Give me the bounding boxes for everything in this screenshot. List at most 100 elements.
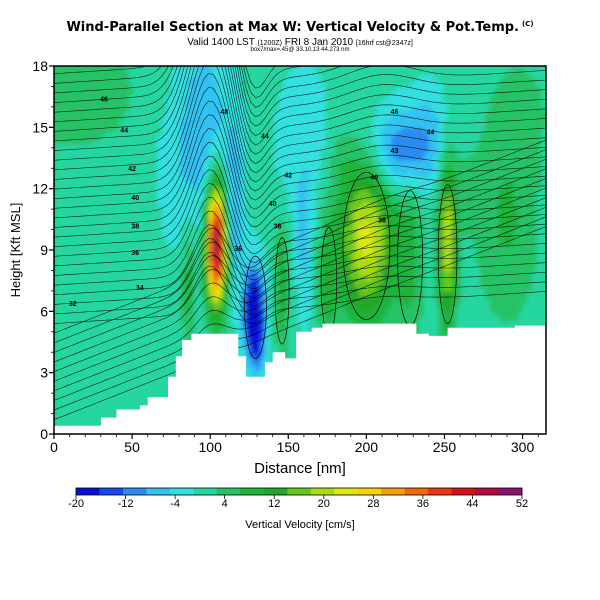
velocity-cell [203, 188, 210, 194]
velocity-cell [278, 290, 285, 296]
velocity-cell [58, 307, 65, 313]
velocity-cell [124, 364, 130, 370]
velocity-cell [274, 172, 280, 178]
velocity-cell [100, 221, 107, 227]
velocity-cell [96, 307, 102, 313]
velocity-cell [194, 188, 201, 194]
velocity-cell [278, 217, 285, 223]
velocity-cell [189, 200, 196, 206]
velocity-cell [82, 360, 88, 366]
velocity-cell [218, 147, 224, 153]
velocity-cell [119, 168, 126, 174]
velocity-cell [124, 58, 130, 63]
velocity-cell [255, 184, 261, 190]
velocity-cell [105, 372, 111, 378]
velocity-cell [269, 131, 275, 137]
velocity-cell [114, 184, 121, 190]
velocity-cell [209, 58, 215, 63]
velocity-cell [213, 123, 219, 129]
velocity-cell [161, 384, 168, 390]
velocity-cell [72, 225, 79, 231]
velocity-cell [157, 205, 163, 210]
velocity-cell [72, 245, 79, 251]
velocity-cell [264, 254, 271, 259]
velocity-cell [255, 225, 261, 231]
velocity-cell [138, 221, 144, 227]
velocity-cell [77, 160, 83, 165]
velocity-cell [175, 180, 182, 186]
velocity-cell [185, 151, 191, 157]
velocity-cell [72, 270, 79, 276]
velocity-cell [63, 160, 69, 165]
velocity-cell [138, 241, 144, 247]
velocity-cell [171, 176, 177, 182]
velocity-cell [54, 86, 60, 92]
velocity-cell [157, 70, 163, 75]
velocity-cell [218, 94, 224, 100]
velocity-cell [278, 254, 285, 259]
velocity-cell [147, 331, 154, 337]
velocity-cell [63, 311, 69, 317]
velocity-cell [68, 196, 74, 202]
velocity-cell [129, 344, 135, 349]
velocity-cell [274, 233, 280, 239]
velocity-cell [86, 266, 93, 272]
velocity-cell [218, 98, 224, 104]
velocity-cell [152, 139, 158, 145]
velocity-cell [213, 229, 219, 235]
velocity-cell [208, 82, 215, 88]
velocity-cell [129, 147, 135, 153]
velocity-cell [283, 180, 290, 186]
velocity-cell [91, 115, 97, 120]
velocity-cell [236, 340, 243, 345]
velocity-cell [190, 58, 196, 63]
velocity-cell [82, 303, 88, 309]
velocity-cell [278, 176, 285, 182]
velocity-cell [105, 319, 111, 325]
velocity-cell [293, 176, 299, 182]
velocity-cell [124, 184, 130, 190]
velocity-cell [246, 172, 252, 178]
velocity-cell [77, 86, 83, 92]
velocity-cell [63, 258, 69, 264]
velocity-cell [293, 217, 299, 223]
velocity-cell [269, 311, 275, 317]
velocity-cell [119, 160, 126, 165]
velocity-cell [147, 102, 154, 108]
velocity-cell [181, 58, 187, 63]
velocity-cell [68, 188, 74, 194]
velocity-cell [293, 139, 299, 145]
velocity-cell [283, 282, 290, 288]
velocity-cell [236, 115, 243, 120]
velocity-cell [133, 266, 140, 272]
velocity-cell [232, 184, 238, 190]
velocity-cell [129, 156, 135, 161]
velocity-cell [246, 307, 252, 313]
velocity-cell [232, 127, 238, 133]
velocity-cell [157, 82, 163, 88]
velocity-cell [72, 250, 79, 255]
velocity-cell [208, 225, 215, 231]
velocity-cell [203, 70, 210, 75]
velocity-cell [180, 213, 186, 219]
velocity-cell [246, 58, 252, 63]
velocity-cell [246, 335, 252, 341]
velocity-cell [227, 254, 233, 259]
velocity-cell [110, 372, 116, 378]
velocity-cell [143, 200, 149, 206]
velocity-cell [100, 331, 107, 337]
velocity-cell [218, 180, 224, 186]
velocity-cell [264, 278, 271, 284]
velocity-cell [185, 90, 191, 96]
velocity-cell [105, 225, 111, 231]
velocity-cell [138, 111, 144, 116]
velocity-cell [86, 221, 93, 227]
velocity-cell [246, 319, 252, 325]
velocity-cell [114, 143, 121, 149]
velocity-cell [171, 286, 177, 292]
velocity-cell [278, 311, 285, 317]
velocity-cell [208, 307, 215, 313]
velocity-cell [133, 327, 140, 333]
velocity-cell [82, 258, 88, 264]
velocity-cell [278, 180, 285, 186]
